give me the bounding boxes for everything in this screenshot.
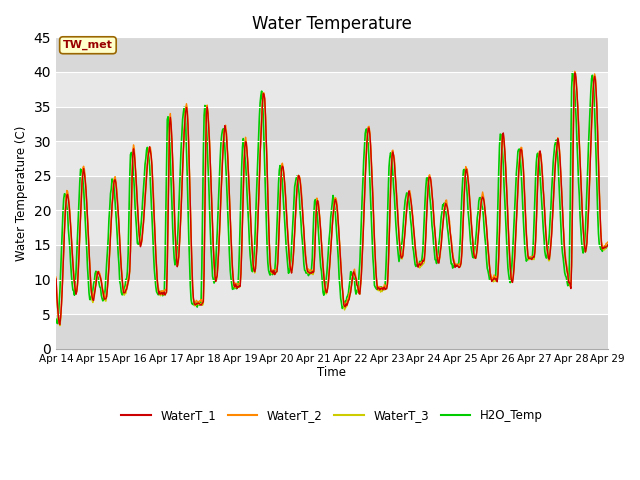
WaterT_1 [604,242,612,248]
WaterT_2 [400,243,408,249]
X-axis label: Time: Time [317,366,346,379]
Bar [56,72,608,107]
H2O_Temp [54,321,61,326]
WaterT_2 [120,286,127,292]
WaterT_2 [56,320,64,325]
H2O_Temp [120,288,127,294]
Bar [56,176,608,210]
WaterT_2 [63,188,70,193]
WaterT_3 [56,323,64,329]
WaterT_3 [604,242,612,248]
Text: TW_met: TW_met [63,40,113,50]
H2O_Temp [63,204,70,209]
WaterT_3 [416,265,424,271]
WaterT_1 [176,240,184,245]
H2O_Temp [176,185,184,191]
H2O_Temp [604,242,612,248]
Title: Water Temperature: Water Temperature [252,15,412,33]
WaterT_2 [205,121,212,127]
H2O_Temp [52,316,60,322]
WaterT_1 [52,276,60,282]
Line: WaterT_1: WaterT_1 [56,73,608,324]
Bar [56,314,608,348]
WaterT_3 [52,276,60,282]
Bar [56,107,608,141]
Line: WaterT_3: WaterT_3 [56,73,608,326]
Legend: WaterT_1, WaterT_2, WaterT_3, H2O_Temp: WaterT_1, WaterT_2, WaterT_3, H2O_Temp [116,405,547,427]
H2O_Temp [205,180,212,186]
WaterT_2 [571,69,579,74]
H2O_Temp [416,259,424,264]
WaterT_2 [176,239,184,245]
H2O_Temp [400,216,408,222]
WaterT_3 [571,70,579,76]
H2O_Temp [568,70,576,75]
WaterT_3 [176,240,184,246]
WaterT_3 [63,191,70,197]
Line: H2O_Temp: H2O_Temp [56,72,608,324]
Line: WaterT_2: WaterT_2 [56,72,608,323]
Bar [56,279,608,314]
WaterT_1 [63,192,70,198]
WaterT_1 [120,290,127,296]
WaterT_3 [400,246,408,252]
Bar [56,210,608,245]
WaterT_1 [205,124,212,130]
Bar [56,141,608,176]
WaterT_1 [416,261,424,266]
WaterT_2 [416,262,424,268]
WaterT_3 [120,290,127,296]
WaterT_2 [52,274,60,280]
WaterT_3 [205,125,212,131]
Y-axis label: Water Temperature (C): Water Temperature (C) [15,125,28,261]
Bar [56,245,608,279]
Bar [56,37,608,72]
WaterT_2 [604,239,612,245]
WaterT_1 [56,322,64,327]
WaterT_1 [571,70,579,76]
WaterT_1 [400,245,408,251]
